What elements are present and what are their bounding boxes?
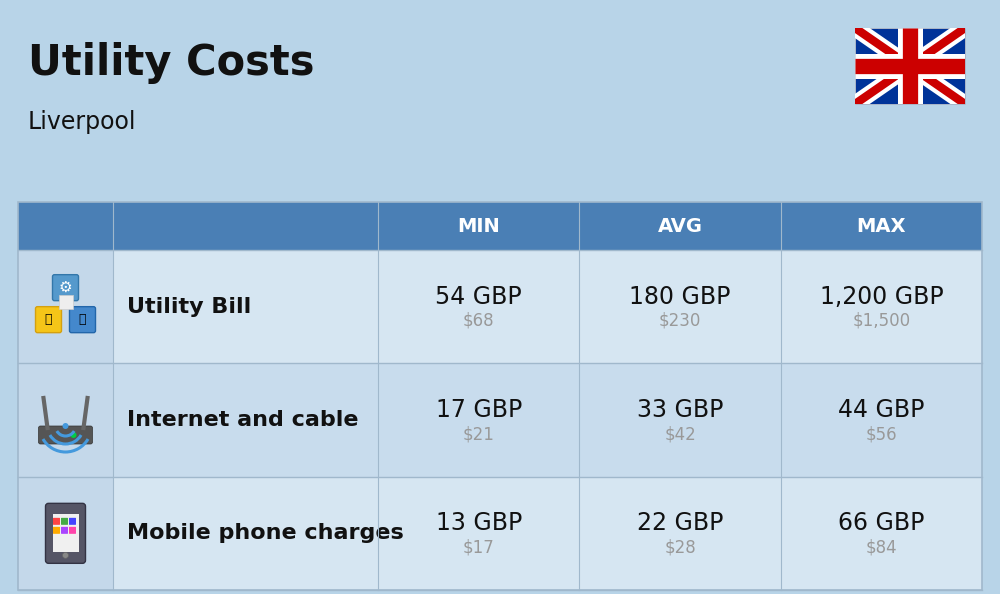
FancyBboxPatch shape	[70, 307, 96, 333]
Circle shape	[62, 423, 68, 429]
FancyBboxPatch shape	[61, 518, 68, 525]
Text: 33 GBP: 33 GBP	[637, 398, 723, 422]
FancyBboxPatch shape	[855, 28, 965, 104]
Text: $28: $28	[664, 538, 696, 557]
Text: 44 GBP: 44 GBP	[838, 398, 925, 422]
Text: $1,500: $1,500	[852, 312, 910, 330]
Text: 💧: 💧	[79, 313, 86, 326]
Circle shape	[70, 432, 76, 438]
Text: 66 GBP: 66 GBP	[838, 511, 925, 535]
Text: AVG: AVG	[658, 216, 702, 235]
Text: 17 GBP: 17 GBP	[436, 398, 522, 422]
FancyBboxPatch shape	[53, 527, 60, 534]
Text: Internet and cable: Internet and cable	[127, 410, 358, 430]
Text: MAX: MAX	[857, 216, 906, 235]
FancyBboxPatch shape	[18, 202, 982, 250]
FancyBboxPatch shape	[18, 476, 113, 590]
Text: $230: $230	[659, 312, 701, 330]
FancyBboxPatch shape	[61, 527, 68, 534]
FancyBboxPatch shape	[58, 295, 72, 309]
Text: $17: $17	[463, 538, 495, 557]
Circle shape	[62, 552, 68, 558]
FancyBboxPatch shape	[53, 518, 60, 525]
Text: Utility Costs: Utility Costs	[28, 42, 314, 84]
Text: 13 GBP: 13 GBP	[436, 511, 522, 535]
Text: ⚙: ⚙	[59, 280, 72, 295]
Text: $21: $21	[463, 425, 495, 443]
FancyBboxPatch shape	[18, 364, 113, 476]
FancyBboxPatch shape	[52, 514, 78, 552]
FancyBboxPatch shape	[46, 503, 86, 563]
Text: Utility Bill: Utility Bill	[127, 296, 251, 317]
FancyBboxPatch shape	[69, 527, 76, 534]
Text: $68: $68	[463, 312, 494, 330]
FancyBboxPatch shape	[18, 250, 982, 364]
Text: MIN: MIN	[457, 216, 500, 235]
FancyBboxPatch shape	[52, 274, 78, 301]
FancyBboxPatch shape	[18, 364, 982, 476]
Text: Mobile phone charges: Mobile phone charges	[127, 523, 404, 544]
FancyBboxPatch shape	[38, 426, 92, 444]
Text: 54 GBP: 54 GBP	[435, 285, 522, 309]
FancyBboxPatch shape	[18, 250, 113, 364]
Text: 180 GBP: 180 GBP	[629, 285, 731, 309]
Text: 🔌: 🔌	[45, 313, 52, 326]
FancyBboxPatch shape	[18, 476, 982, 590]
Text: $56: $56	[866, 425, 897, 443]
Text: $84: $84	[866, 538, 897, 557]
Text: $42: $42	[664, 425, 696, 443]
FancyBboxPatch shape	[69, 518, 76, 525]
Text: Liverpool: Liverpool	[28, 110, 136, 134]
Text: 22 GBP: 22 GBP	[637, 511, 723, 535]
FancyBboxPatch shape	[36, 307, 62, 333]
Text: 1,200 GBP: 1,200 GBP	[820, 285, 943, 309]
